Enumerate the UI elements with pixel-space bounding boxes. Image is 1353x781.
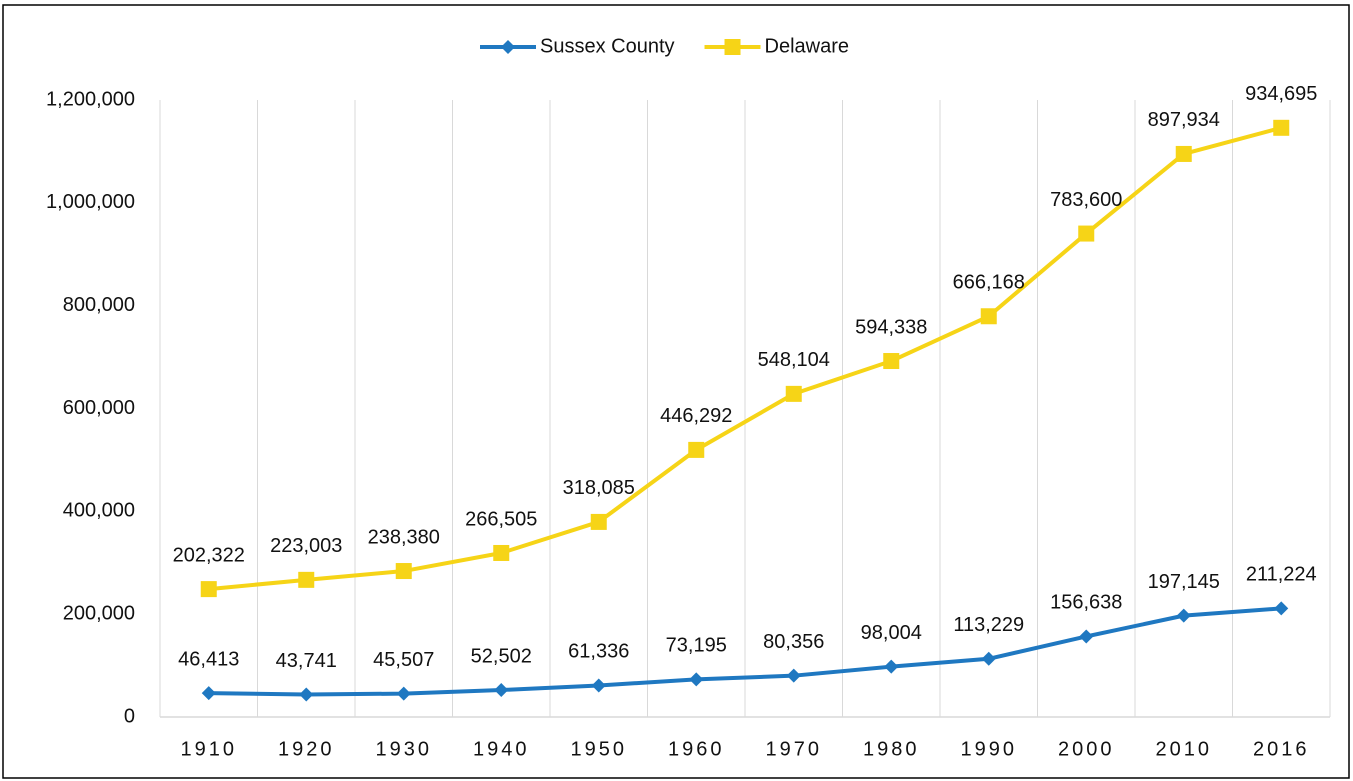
- marker: [493, 544, 510, 561]
- data-label: 934,695: [1245, 83, 1317, 105]
- data-label: 594,338: [855, 316, 927, 338]
- marker: [981, 651, 996, 666]
- legend-label: Sussex County: [540, 35, 675, 57]
- marker: [688, 441, 705, 458]
- data-label: 238,380: [368, 526, 440, 548]
- data-label: 46,413: [178, 648, 239, 670]
- y-tick-label: 600,000: [63, 397, 135, 419]
- data-label: 548,104: [758, 349, 830, 371]
- marker: [298, 571, 315, 588]
- marker: [883, 353, 900, 370]
- line: [208, 606, 1282, 697]
- y-tick-label: 400,000: [63, 500, 135, 522]
- data-label: 266,505: [465, 508, 537, 530]
- marker: [200, 581, 217, 598]
- marker: [591, 678, 606, 693]
- marker: [689, 672, 704, 687]
- x-tick-label: 1980: [863, 738, 920, 760]
- marker: [395, 563, 412, 580]
- y-tick-label: 0: [124, 705, 135, 727]
- legend-marker: [724, 39, 741, 55]
- data-label: 80,356: [763, 631, 824, 653]
- marker: [980, 308, 997, 325]
- data-label: 61,336: [568, 641, 629, 663]
- line: [208, 125, 1282, 592]
- marker: [1176, 608, 1191, 623]
- x-tick-label: 2016: [1253, 738, 1310, 760]
- x-tick-label: 1920: [278, 738, 335, 760]
- y-tick-label: 200,000: [63, 602, 135, 624]
- x-tick-label: 1930: [376, 738, 433, 760]
- data-label: 446,292: [660, 405, 732, 427]
- marker: [299, 687, 314, 702]
- data-label: 73,195: [666, 635, 727, 657]
- x-tick-label: 2010: [1156, 738, 1213, 760]
- marker: [785, 385, 802, 402]
- marker: [786, 668, 801, 683]
- data-label: 113,229: [953, 614, 1024, 636]
- marker: [494, 683, 509, 698]
- data-label: 666,168: [953, 272, 1025, 294]
- x-tick-label: 1910: [181, 738, 238, 760]
- marker: [1273, 119, 1290, 136]
- marker: [1274, 601, 1289, 616]
- x-tick-label: 1970: [766, 738, 823, 760]
- legend-marker: [501, 40, 515, 54]
- y-tick-label: 1,200,000: [46, 88, 135, 110]
- x-tick-label: 1940: [473, 738, 530, 760]
- x-tick-label: 2000: [1058, 738, 1115, 760]
- marker: [201, 686, 216, 701]
- data-label: 211,224: [1246, 564, 1317, 586]
- marker: [1175, 145, 1192, 162]
- x-tick-label: 1990: [961, 738, 1018, 760]
- data-label: 45,507: [373, 649, 434, 671]
- data-label: 223,003: [270, 535, 342, 557]
- x-tick-label: 1960: [668, 738, 725, 760]
- chart-frame: [2, 4, 1350, 779]
- data-label: 318,085: [563, 477, 635, 499]
- marker: [396, 686, 411, 701]
- data-label: 52,502: [471, 645, 532, 667]
- data-label: 897,934: [1148, 109, 1220, 131]
- y-tick-label: 1,000,000: [46, 191, 135, 213]
- data-label: 43,741: [276, 650, 337, 672]
- marker: [590, 513, 607, 530]
- legend-label: Delaware: [765, 35, 849, 57]
- x-tick-label: 1950: [571, 738, 628, 760]
- marker: [1078, 225, 1095, 242]
- marker: [884, 659, 899, 674]
- data-label: 98,004: [861, 622, 922, 644]
- data-label: 156,638: [1050, 592, 1122, 614]
- y-tick-label: 800,000: [63, 294, 135, 316]
- data-label: 197,145: [1148, 571, 1220, 593]
- data-label: 202,322: [173, 544, 245, 566]
- marker: [1079, 629, 1094, 644]
- data-label: 783,600: [1050, 189, 1122, 211]
